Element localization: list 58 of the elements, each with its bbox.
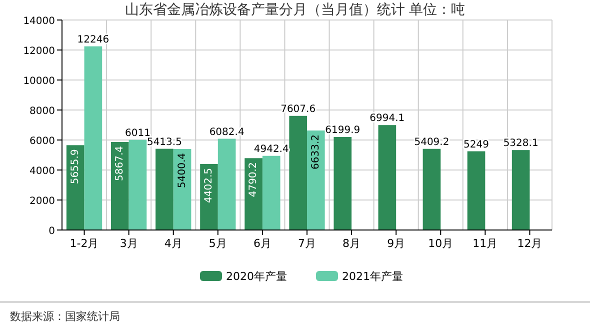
data-label: 6082.4	[209, 126, 244, 138]
bar	[156, 148, 174, 230]
bar	[378, 125, 396, 230]
bar	[200, 164, 218, 230]
bar	[84, 46, 102, 230]
x-tick-label: 11月	[472, 237, 498, 250]
data-label: 5413.5	[146, 136, 182, 148]
x-tick-label: 6月	[253, 237, 272, 250]
data-label: 5867.4	[114, 146, 126, 181]
y-tick-label: 12000	[23, 46, 55, 57]
data-label: 4790.2	[248, 162, 260, 198]
x-tick-label: 1-2月	[70, 237, 99, 250]
bar	[467, 151, 486, 230]
data-label: 5409.2	[414, 136, 450, 148]
legend-item: 2020年产量	[200, 270, 287, 283]
data-label: 5328.1	[503, 138, 538, 150]
bar	[334, 137, 352, 230]
legend-item: 2021年产量	[316, 270, 403, 283]
x-tick-label: 3月	[120, 237, 138, 250]
x-tick-label: 10月	[428, 237, 454, 250]
y-tick-label: 14000	[23, 16, 55, 27]
data-label: 6633.2	[310, 134, 322, 170]
data-label: 4402.5	[204, 168, 214, 203]
bar	[289, 116, 307, 230]
y-tick-label: 4000	[30, 166, 55, 177]
y-tick-label: 0	[48, 226, 55, 237]
data-label: 4942.4	[254, 144, 289, 155]
y-tick-label: 10000	[23, 76, 55, 87]
data-label: 6994.1	[370, 113, 405, 124]
data-label: 12246	[77, 34, 110, 46]
bar	[218, 138, 236, 230]
bar	[422, 148, 441, 230]
source-note: 数据来源：国家统计局	[10, 310, 120, 323]
x-tick-label: 12月	[517, 237, 542, 250]
x-tick-label: 8月	[342, 237, 361, 250]
x-tick-label: 5月	[208, 237, 227, 250]
bar	[512, 150, 530, 230]
y-tick-label: 8000	[30, 106, 55, 117]
data-label: 5655.9	[70, 149, 81, 184]
bar	[66, 145, 84, 230]
data-label: 5400.4	[176, 152, 188, 188]
x-tick-label: 9月	[387, 237, 406, 250]
x-tick-label: 4月	[164, 237, 182, 250]
data-label: 5249	[464, 139, 489, 150]
data-label: 6011	[125, 128, 150, 139]
bar	[128, 140, 147, 230]
data-label: 6199.9	[325, 125, 360, 136]
bar	[111, 142, 129, 230]
bar	[244, 158, 262, 230]
legend-label: 2021年产量	[342, 270, 403, 283]
chart-title: 山东省金属冶炼设备产量分月（当月值）统计 单位：吨	[124, 2, 466, 18]
x-tick-label: 7月	[298, 237, 316, 250]
y-tick-label: 6000	[30, 136, 55, 147]
legend-label: 2020年产量	[226, 270, 287, 283]
y-tick-label: 2000	[30, 196, 55, 207]
bar	[262, 156, 280, 230]
data-label: 7607.6	[280, 104, 316, 115]
bar	[307, 130, 325, 230]
